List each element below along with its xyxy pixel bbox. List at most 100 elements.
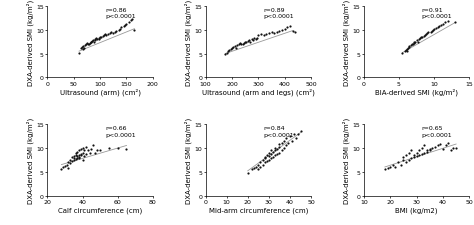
Point bbox=[70, 159, 78, 162]
Point bbox=[410, 153, 418, 157]
Point bbox=[265, 32, 273, 36]
Point bbox=[70, 155, 78, 159]
Point bbox=[75, 153, 83, 157]
Point bbox=[432, 27, 439, 30]
Point bbox=[73, 156, 81, 160]
Point bbox=[123, 23, 130, 27]
Point bbox=[418, 146, 426, 150]
Point bbox=[95, 38, 103, 42]
Point bbox=[269, 150, 277, 154]
Point bbox=[243, 41, 250, 45]
Point bbox=[283, 26, 291, 30]
Point bbox=[112, 30, 120, 33]
Point bbox=[253, 165, 260, 169]
Point bbox=[418, 152, 426, 156]
Point bbox=[72, 153, 79, 157]
Point bbox=[413, 155, 420, 159]
Point bbox=[421, 34, 429, 38]
Point bbox=[81, 47, 88, 50]
Point bbox=[93, 149, 100, 152]
Point bbox=[275, 151, 283, 155]
Point bbox=[406, 45, 413, 49]
Point bbox=[428, 146, 436, 150]
Y-axis label: DXA-derived SMI (kg/m²): DXA-derived SMI (kg/m²) bbox=[27, 0, 34, 85]
Point bbox=[272, 146, 279, 150]
Point bbox=[409, 43, 417, 46]
Point bbox=[232, 47, 240, 50]
Point bbox=[105, 146, 113, 150]
Point bbox=[418, 36, 425, 40]
Point bbox=[402, 161, 410, 164]
Point bbox=[423, 149, 431, 152]
Point bbox=[428, 30, 436, 33]
Point bbox=[248, 38, 255, 42]
Point bbox=[402, 49, 410, 52]
Point bbox=[401, 50, 409, 54]
Point bbox=[282, 137, 290, 140]
Y-axis label: DXA-derived SMI (kg/m²): DXA-derived SMI (kg/m²) bbox=[185, 117, 192, 203]
Point bbox=[123, 147, 130, 151]
Point bbox=[240, 42, 247, 45]
Point bbox=[89, 144, 97, 148]
Point bbox=[450, 146, 457, 150]
Point bbox=[97, 36, 105, 40]
Point bbox=[228, 47, 236, 51]
Point bbox=[106, 32, 113, 36]
Point bbox=[248, 168, 256, 171]
Point bbox=[259, 158, 266, 162]
Y-axis label: DXA-derived SMI (kg/m²): DXA-derived SMI (kg/m²) bbox=[343, 0, 350, 85]
Point bbox=[250, 166, 258, 170]
Point bbox=[261, 161, 268, 164]
Point bbox=[66, 158, 74, 162]
Point bbox=[115, 29, 122, 32]
Text: r=0.89
p<0.0001: r=0.89 p<0.0001 bbox=[264, 8, 294, 19]
Point bbox=[272, 153, 279, 157]
Point bbox=[434, 144, 441, 148]
Point bbox=[434, 26, 441, 30]
Point bbox=[420, 144, 428, 148]
Point bbox=[278, 29, 286, 32]
Point bbox=[281, 28, 289, 31]
Text: r=0.86
p<0.0001: r=0.86 p<0.0001 bbox=[105, 8, 136, 19]
Point bbox=[127, 19, 135, 23]
Point bbox=[444, 142, 452, 145]
Point bbox=[84, 43, 92, 47]
Point bbox=[84, 149, 91, 152]
Point bbox=[439, 23, 447, 27]
Point bbox=[267, 157, 275, 160]
Point bbox=[72, 158, 79, 161]
Point bbox=[265, 158, 273, 162]
Point bbox=[75, 149, 83, 152]
Point bbox=[278, 149, 285, 152]
Point bbox=[414, 40, 422, 44]
Point bbox=[439, 147, 447, 151]
Point bbox=[292, 137, 300, 140]
Point bbox=[86, 42, 93, 45]
Point bbox=[288, 139, 296, 143]
Point bbox=[82, 44, 89, 47]
Point bbox=[83, 42, 91, 46]
Point bbox=[117, 28, 124, 31]
Point bbox=[429, 29, 437, 32]
Point bbox=[275, 145, 283, 149]
Point bbox=[75, 157, 83, 160]
Point bbox=[404, 47, 412, 51]
Point bbox=[64, 166, 72, 170]
Point bbox=[261, 156, 268, 160]
Point bbox=[416, 37, 424, 41]
Point bbox=[260, 34, 267, 38]
Point bbox=[77, 47, 84, 51]
Y-axis label: DXA-derived SMI (kg/m²): DXA-derived SMI (kg/m²) bbox=[27, 117, 34, 203]
Point bbox=[431, 145, 439, 149]
Point bbox=[267, 152, 275, 156]
Point bbox=[265, 155, 273, 159]
Point bbox=[280, 139, 287, 143]
Point bbox=[64, 161, 72, 164]
Point bbox=[410, 42, 418, 46]
Point bbox=[87, 41, 95, 45]
Y-axis label: DXA-derived SMI (kg/m²): DXA-derived SMI (kg/m²) bbox=[343, 117, 350, 203]
Point bbox=[381, 168, 389, 171]
Point bbox=[451, 22, 459, 25]
Point bbox=[68, 156, 76, 160]
Point bbox=[68, 160, 76, 163]
